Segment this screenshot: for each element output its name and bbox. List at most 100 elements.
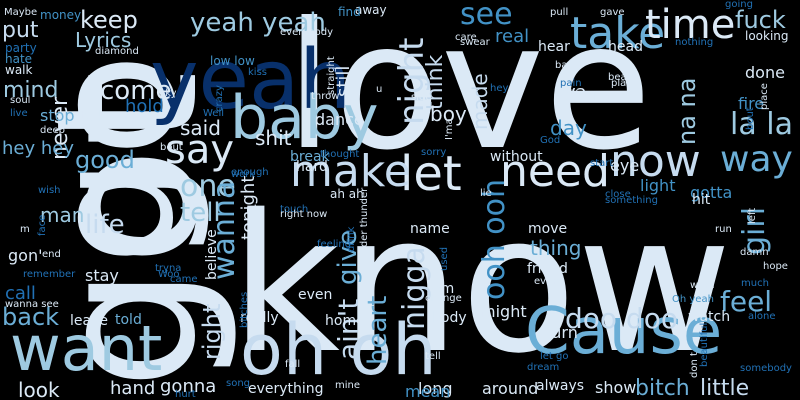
word-sky: sky [160, 88, 177, 99]
word-see: see [460, 0, 513, 32]
word-wanna-see: wanna see [5, 299, 59, 310]
word-take: take [570, 8, 666, 59]
word-hard: hard [296, 159, 328, 175]
word-side: side [411, 92, 432, 103]
word-bitch: bitch [635, 376, 690, 400]
word-mind: mind [3, 78, 59, 103]
word-ah-ah: ah ah [330, 187, 364, 201]
word-hurt: hurt [175, 389, 196, 400]
word-doo-doo: doo doo [565, 302, 678, 335]
word-big: big [594, 92, 610, 103]
word-gon: gon' [8, 246, 43, 265]
word-little: little [700, 376, 750, 400]
word-day: day [550, 116, 587, 140]
word-song: song [226, 378, 251, 389]
word-now: now [610, 136, 701, 187]
word-make: make [290, 146, 411, 197]
word-na-na: na na [673, 77, 701, 145]
word-everything: everything [248, 381, 324, 397]
word-face: face [37, 214, 48, 236]
word-kiss: kiss [248, 67, 267, 78]
word-move: move [528, 221, 568, 237]
word-uh: uh [246, 203, 262, 217]
word-ayy: ayy [560, 87, 578, 98]
word-something: something [605, 195, 658, 206]
word-throw: throw [311, 91, 340, 102]
word-really: really [240, 310, 279, 326]
word-eye: eye [610, 156, 640, 175]
word-one: one [180, 169, 236, 204]
word-pain: pain [560, 78, 582, 89]
word-let: let [400, 146, 462, 202]
word-god: God [540, 135, 561, 146]
word-lie: lie [480, 188, 492, 199]
word-friend: friend [527, 261, 568, 277]
word-life: life [85, 210, 125, 240]
word-said: said [180, 116, 221, 140]
word-tryna: tryna [155, 263, 182, 274]
word-boy: boy [430, 102, 467, 126]
word-thing: thing [530, 236, 582, 260]
word-walk: walk [5, 63, 33, 77]
word-home: home [325, 313, 365, 329]
word-care: care [455, 32, 477, 43]
word-feel: feel [720, 285, 773, 318]
word-touch: touch [280, 204, 309, 215]
word-baby: baby [230, 83, 379, 153]
word-gonna: gonna [160, 376, 217, 397]
word-away: away [355, 3, 387, 17]
word-head: head [608, 39, 643, 55]
word-run: run [715, 224, 732, 235]
word-tell: tell [180, 198, 221, 228]
word-hear: hear [538, 39, 570, 55]
word-put: put [2, 18, 39, 43]
word-right: right [198, 303, 226, 360]
word-want: want [10, 312, 163, 385]
word-come: come [100, 76, 172, 106]
word-soul: soul [10, 95, 31, 106]
word-hold: hold [125, 96, 164, 117]
word-long: long [418, 379, 453, 398]
word-time: time [645, 2, 736, 48]
word-bout: bout [160, 142, 183, 153]
word-everybody: everybody [280, 27, 333, 38]
word-start: start [590, 158, 614, 169]
word-mine: mine [335, 380, 361, 391]
word-hey: hey [490, 83, 509, 94]
word-man: man [40, 203, 85, 227]
word-nothing: nothing [675, 37, 714, 48]
word-around: around [482, 379, 539, 398]
word-real: real [495, 26, 530, 47]
word-heart: heart [363, 295, 393, 365]
word-mean: mean [405, 382, 451, 400]
word-find: find [338, 5, 361, 19]
word-back: back [2, 303, 60, 331]
word-came: came [170, 274, 198, 285]
word-swear: swear [460, 37, 490, 48]
word-em: em [432, 281, 455, 297]
word-body: body [432, 310, 467, 326]
word-leave: leave [70, 313, 108, 329]
word-dream: dream [527, 362, 560, 373]
word-right-now: right now [280, 209, 328, 220]
word-way: way [720, 139, 793, 180]
word-fall: fall [285, 359, 301, 370]
word-la-la: la la [730, 107, 793, 142]
word-call: call [5, 283, 36, 304]
word-word: word [690, 280, 715, 291]
word-light: light [640, 176, 676, 195]
word-show: show [595, 378, 637, 397]
word-always: always [536, 378, 585, 394]
word-try: try [103, 165, 126, 184]
word-will: will [596, 135, 616, 149]
word-bitches: bitches [239, 291, 250, 328]
word-live: live [10, 108, 28, 119]
word-fuck: fuck [735, 6, 786, 34]
word-ain-t: ain't [332, 298, 365, 360]
word-tell: tell [425, 351, 441, 362]
word-cause: Cause [525, 295, 723, 369]
word-let-go: let go [540, 351, 569, 362]
word-m: m [20, 224, 30, 235]
word-money: money [40, 8, 82, 22]
word-work: work [231, 169, 256, 180]
